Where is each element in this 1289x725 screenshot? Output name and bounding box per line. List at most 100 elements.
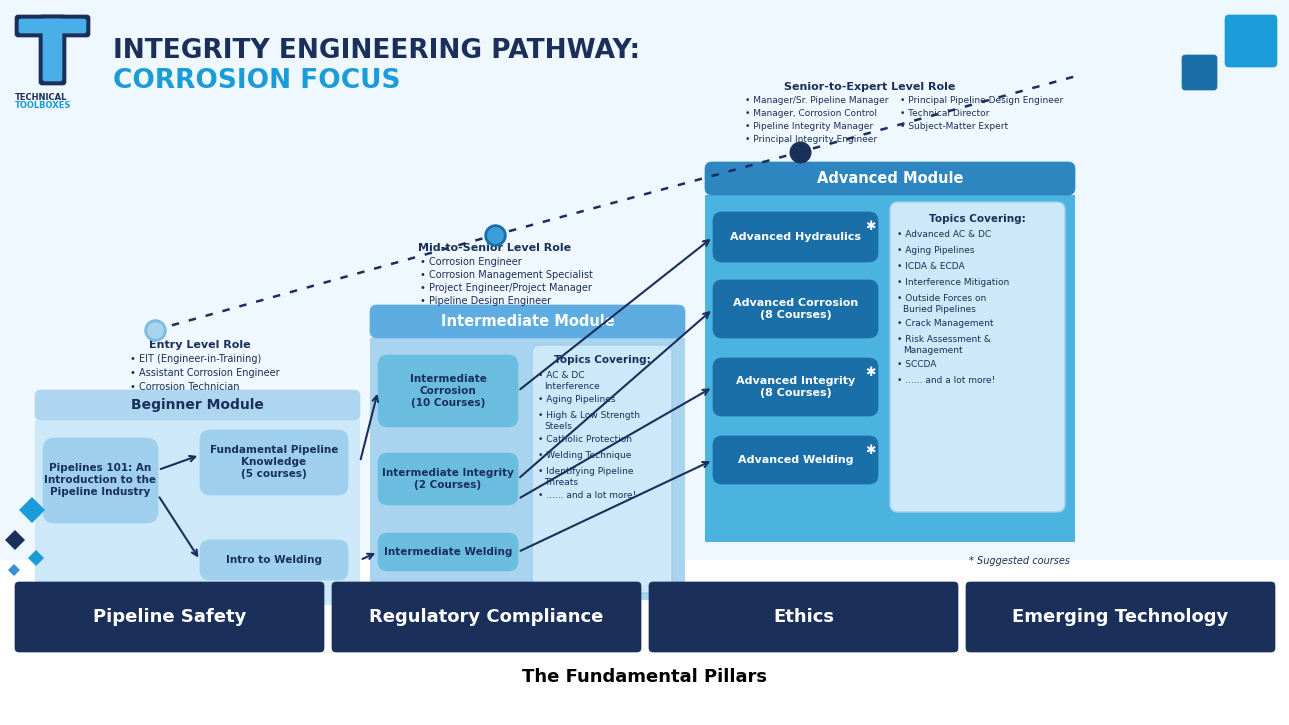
FancyBboxPatch shape — [15, 15, 90, 37]
Text: The Fundamental Pillars: The Fundamental Pillars — [522, 668, 767, 686]
Polygon shape — [5, 530, 24, 550]
FancyBboxPatch shape — [43, 19, 62, 81]
Text: Buried Pipelines: Buried Pipelines — [904, 305, 976, 314]
Polygon shape — [19, 497, 45, 523]
FancyBboxPatch shape — [1182, 55, 1217, 90]
Text: • Principal Pipeline Design Engineer: • Principal Pipeline Design Engineer — [900, 96, 1063, 105]
Text: • Assistant Corrosion Engineer: • Assistant Corrosion Engineer — [130, 368, 280, 378]
Text: Emerging Technology: Emerging Technology — [1012, 608, 1228, 626]
Text: • ...... and a lot more!: • ...... and a lot more! — [897, 376, 995, 385]
Text: Ethics: Ethics — [773, 608, 834, 626]
Bar — [35, 420, 360, 605]
Text: Threats: Threats — [544, 478, 577, 487]
FancyBboxPatch shape — [713, 436, 878, 484]
FancyBboxPatch shape — [378, 355, 518, 427]
FancyBboxPatch shape — [965, 582, 1275, 652]
Text: • SCCDA: • SCCDA — [897, 360, 936, 369]
Text: • Manager/Sr. Pipeline Manager: • Manager/Sr. Pipeline Manager — [745, 96, 888, 105]
Text: Fundamental Pipeline
Knowledge
(5 courses): Fundamental Pipeline Knowledge (5 course… — [210, 445, 338, 478]
Text: • Advanced AC & DC: • Advanced AC & DC — [897, 230, 991, 239]
Text: TECHNICAL: TECHNICAL — [15, 93, 67, 102]
Text: • AC & DC: • AC & DC — [538, 371, 584, 380]
Text: • ICDA & ECDA: • ICDA & ECDA — [897, 262, 964, 271]
Text: • Manager, Corrosion Control: • Manager, Corrosion Control — [745, 109, 877, 118]
Text: • Welding Technique: • Welding Technique — [538, 451, 632, 460]
Bar — [370, 338, 684, 600]
Text: • Subject-Matter Expert: • Subject-Matter Expert — [900, 122, 1008, 131]
Text: Senior-to-Expert Level Role: Senior-to-Expert Level Role — [784, 82, 955, 92]
Text: Advanced Integrity
(8 Courses): Advanced Integrity (8 Courses) — [736, 376, 855, 398]
FancyBboxPatch shape — [705, 162, 1075, 195]
FancyBboxPatch shape — [19, 19, 86, 33]
Text: Mid-to-Senior Level Role: Mid-to-Senior Level Role — [419, 243, 571, 253]
FancyBboxPatch shape — [713, 358, 878, 416]
Text: INTEGRITY ENGINEERING PATHWAY:: INTEGRITY ENGINEERING PATHWAY: — [113, 38, 641, 64]
Text: • Corrosion Technician: • Corrosion Technician — [130, 382, 240, 392]
FancyBboxPatch shape — [889, 202, 1065, 512]
Polygon shape — [28, 550, 44, 566]
Text: Beginner Module: Beginner Module — [131, 398, 264, 412]
Text: Intermediate Welding: Intermediate Welding — [384, 547, 512, 557]
FancyBboxPatch shape — [378, 533, 518, 571]
Text: Advanced Welding: Advanced Welding — [737, 455, 853, 465]
Text: ✱: ✱ — [865, 444, 875, 457]
Text: ✱: ✱ — [865, 366, 875, 379]
Text: • Interference Mitigation: • Interference Mitigation — [897, 278, 1009, 287]
Text: Advanced Corrosion
(8 Courses): Advanced Corrosion (8 Courses) — [733, 298, 858, 320]
Text: • Aging Pipelines: • Aging Pipelines — [538, 395, 616, 404]
FancyBboxPatch shape — [15, 582, 324, 652]
Bar — [705, 195, 1075, 542]
Text: • Pipeline Integrity Manager: • Pipeline Integrity Manager — [745, 122, 873, 131]
Text: Steels: Steels — [544, 422, 572, 431]
Text: • Corrosion Management Specialist: • Corrosion Management Specialist — [420, 270, 593, 280]
FancyBboxPatch shape — [200, 540, 348, 580]
Text: Advanced Module: Advanced Module — [817, 170, 963, 186]
Text: Advanced Hydraulics: Advanced Hydraulics — [730, 232, 861, 242]
FancyBboxPatch shape — [532, 345, 672, 593]
Text: • EIT (Engineer-in-Training): • EIT (Engineer-in-Training) — [130, 354, 262, 364]
Text: Intermediate Module: Intermediate Module — [441, 313, 615, 328]
Text: • Project Engineer/Project Manager: • Project Engineer/Project Manager — [420, 283, 592, 293]
FancyBboxPatch shape — [35, 390, 360, 420]
FancyBboxPatch shape — [648, 582, 958, 652]
Text: • Crack Management: • Crack Management — [897, 319, 994, 328]
Text: Pipeline Safety: Pipeline Safety — [93, 608, 246, 626]
Text: Topics Covering:: Topics Covering: — [553, 355, 651, 365]
Text: Intermediate Integrity
(2 Courses): Intermediate Integrity (2 Courses) — [382, 468, 514, 490]
Text: Management: Management — [904, 346, 963, 355]
Text: CORROSION FOCUS: CORROSION FOCUS — [113, 68, 401, 94]
Text: • ...... and a lot more!: • ...... and a lot more! — [538, 491, 637, 500]
FancyBboxPatch shape — [370, 305, 684, 338]
Text: • Outside Forces on: • Outside Forces on — [897, 294, 986, 303]
Text: ✱: ✱ — [865, 220, 875, 233]
FancyBboxPatch shape — [333, 582, 641, 652]
Text: • Risk Assessment &: • Risk Assessment & — [897, 335, 991, 344]
Text: * Suggested courses: * Suggested courses — [969, 556, 1070, 566]
Text: • Corrosion Engineer: • Corrosion Engineer — [420, 257, 522, 267]
Text: • Principal Integrity Engineer: • Principal Integrity Engineer — [745, 135, 877, 144]
Text: • Catholic Protection: • Catholic Protection — [538, 435, 632, 444]
FancyBboxPatch shape — [200, 430, 348, 495]
Text: • High & Low Strength: • High & Low Strength — [538, 411, 641, 420]
Text: TOOLBOXES: TOOLBOXES — [15, 101, 71, 110]
Polygon shape — [8, 564, 21, 576]
Point — [485, 229, 505, 241]
Text: Intro to Welding: Intro to Welding — [226, 555, 322, 565]
FancyBboxPatch shape — [378, 453, 518, 505]
Text: • Pipeline Design Engineer: • Pipeline Design Engineer — [420, 296, 552, 306]
Text: Interference: Interference — [544, 382, 599, 391]
Text: Regulatory Compliance: Regulatory Compliance — [370, 608, 603, 626]
FancyBboxPatch shape — [39, 15, 66, 85]
Point — [144, 324, 165, 336]
Bar — [0, 0, 1289, 560]
Text: Pipelines 101: An
Introduction to the
Pipeline Industry: Pipelines 101: An Introduction to the Pi… — [44, 463, 156, 497]
FancyBboxPatch shape — [713, 212, 878, 262]
FancyBboxPatch shape — [713, 280, 878, 338]
Text: • Technical Director: • Technical Director — [900, 109, 990, 118]
FancyBboxPatch shape — [43, 438, 159, 523]
FancyBboxPatch shape — [1225, 15, 1277, 67]
Text: • Aging Pipelines: • Aging Pipelines — [897, 246, 974, 255]
Text: • Identifying Pipeline: • Identifying Pipeline — [538, 467, 633, 476]
Text: Topics Covering:: Topics Covering: — [928, 214, 1025, 224]
Text: Intermediate
Corrosion
(10 Courses): Intermediate Corrosion (10 Courses) — [410, 374, 486, 407]
